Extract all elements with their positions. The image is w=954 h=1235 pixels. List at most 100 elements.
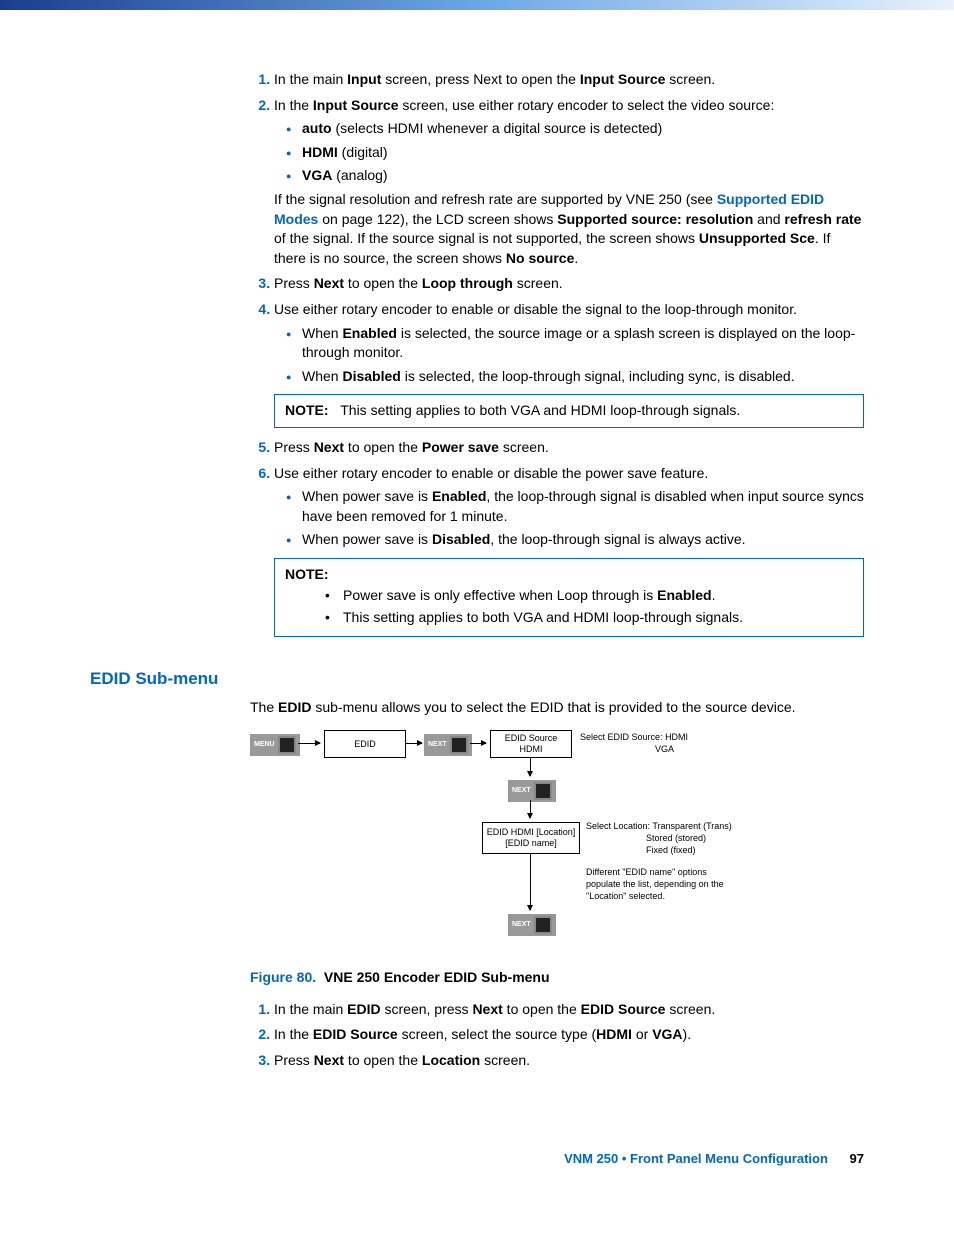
- list-item: When Enabled is selected, the source ima…: [302, 324, 864, 363]
- diagram-box-edid-source: EDID SourceHDMI: [490, 730, 572, 758]
- text: sub-menu allows you to select the EDID t…: [311, 699, 795, 715]
- bold: Next: [314, 1052, 344, 1068]
- label: MENU: [254, 740, 275, 750]
- arrow-icon: [406, 743, 422, 744]
- list-item: VGA (analog): [302, 166, 864, 186]
- sub-list: auto (selects HDMI whenever a digital so…: [288, 119, 864, 186]
- label: HDMI: [520, 744, 543, 755]
- text: (digital): [338, 144, 388, 160]
- label: EDID Source: [505, 733, 558, 744]
- next-button-icon: NEXT: [508, 914, 556, 936]
- text: If the signal resolution and refresh rat…: [274, 191, 717, 207]
- text: screen, use either rotary encoder to sel…: [398, 97, 774, 113]
- section-intro: The EDID sub-menu allows you to select t…: [250, 698, 864, 718]
- arrow-icon: [530, 854, 531, 910]
- knob-icon: [534, 782, 552, 800]
- note-label: NOTE:: [285, 566, 329, 582]
- text: screen.: [499, 439, 549, 455]
- step-6: Use either rotary encoder to enable or d…: [274, 464, 864, 637]
- bold: EDID Source: [581, 1001, 666, 1017]
- bold: Next: [472, 1001, 502, 1017]
- note-list: Power save is only effective when Loop t…: [325, 586, 853, 627]
- bold: EDID: [347, 1001, 380, 1017]
- text: screen.: [665, 1001, 715, 1017]
- edid-submenu-diagram: MENU EDID NEXT EDID SourceHDMI Select ED…: [250, 726, 740, 956]
- bold: No source: [506, 250, 574, 266]
- text: In the main: [274, 1001, 347, 1017]
- bold: Enabled: [432, 488, 486, 504]
- text: ).: [683, 1026, 692, 1042]
- knob-icon: [278, 736, 296, 754]
- footer-label: VNM 250 • Front Panel Menu Configuration: [564, 1151, 828, 1166]
- step-5: Press Next to open the Power save screen…: [274, 438, 864, 458]
- text: Press: [274, 439, 314, 455]
- text: , the loop-through signal is always acti…: [490, 531, 745, 547]
- sub-list: When power save is Enabled , the loop-thr…: [288, 487, 864, 550]
- bold: refresh rate: [784, 211, 861, 227]
- text: When power save is: [302, 531, 432, 547]
- bold: EDID: [278, 699, 311, 715]
- text: on page 122), the LCD screen shows: [318, 211, 557, 227]
- label: EDID HDMI [Location]: [487, 827, 576, 838]
- list-item: When Disabled is selected, the loop-thro…: [302, 367, 864, 387]
- arrow-icon: [298, 743, 320, 744]
- step-3: Press Next to open the Loop through scre…: [274, 274, 864, 294]
- text: screen, press: [381, 1001, 473, 1017]
- bold: HDMI: [596, 1026, 632, 1042]
- label: [EDID name]: [505, 838, 557, 849]
- section-heading: EDID Sub-menu: [90, 667, 864, 691]
- step-1: In the main Input screen, press Next to …: [274, 70, 864, 90]
- knob-icon: [450, 736, 468, 754]
- text: In the main: [274, 71, 347, 87]
- bold: Disabled: [432, 531, 490, 547]
- procedure-list-a: In the main Input screen, press Next to …: [250, 70, 864, 637]
- text: The: [250, 699, 278, 715]
- step-3: Press Next to open the Location screen.: [274, 1051, 864, 1071]
- top-border: [0, 0, 954, 10]
- text: screen.: [665, 71, 715, 87]
- note-item: This setting applies to both VGA and HDM…: [325, 608, 853, 628]
- text: This setting applies to both VGA and HDM…: [343, 609, 743, 625]
- page-footer: VNM 250 • Front Panel Menu Configuration…: [250, 1150, 864, 1168]
- bold: Supported source: resolution: [557, 211, 753, 227]
- figure-number: Figure 80.: [250, 969, 316, 985]
- bold: Disabled: [342, 368, 400, 384]
- bold: Next: [314, 275, 344, 291]
- note-box: NOTE: Power save is only effective when …: [274, 558, 864, 637]
- step-2: In the EDID Source screen, select the so…: [274, 1025, 864, 1045]
- text: (analog): [332, 167, 387, 183]
- label: Select EDID Source:: [580, 732, 663, 742]
- figure-title: VNE 250 Encoder EDID Sub-menu: [324, 969, 550, 985]
- bold: Location: [422, 1052, 480, 1068]
- text: Use either rotary encoder to enable or d…: [274, 465, 708, 481]
- text: of the signal. If the source signal is n…: [274, 230, 699, 246]
- bold: VGA: [302, 167, 332, 183]
- step-2: In the Input Source screen, use either r…: [274, 96, 864, 269]
- menu-button-icon: MENU: [250, 734, 300, 756]
- list-item: auto (selects HDMI whenever a digital so…: [302, 119, 864, 139]
- label: NEXT: [512, 786, 531, 796]
- bold: EDID Source: [313, 1026, 398, 1042]
- bold: Input Source: [313, 97, 399, 113]
- label: NEXT: [512, 920, 531, 930]
- text: In the: [274, 97, 313, 113]
- text: to open the: [344, 439, 422, 455]
- procedure-list-b: In the main EDID screen, press Next to o…: [250, 1000, 864, 1071]
- text: When: [302, 325, 342, 341]
- bold: HDMI: [302, 144, 338, 160]
- text: .: [574, 250, 578, 266]
- text: .: [712, 587, 716, 603]
- text: to open the: [344, 275, 422, 291]
- next-button-icon: NEXT: [424, 734, 472, 756]
- note-label: NOTE:: [285, 402, 329, 418]
- note-item: Power save is only effective when Loop t…: [325, 586, 853, 606]
- bold: Input: [347, 71, 381, 87]
- bold: Loop through: [422, 275, 513, 291]
- text: Power save is only effective when Loop t…: [343, 587, 657, 603]
- text: screen.: [513, 275, 563, 291]
- list-item: When power save is Disabled, the loop-th…: [302, 530, 864, 550]
- bold: Input Source: [580, 71, 666, 87]
- text: and: [753, 211, 784, 227]
- note-box: NOTE: This setting applies to both VGA a…: [274, 394, 864, 428]
- text: Press: [274, 1052, 314, 1068]
